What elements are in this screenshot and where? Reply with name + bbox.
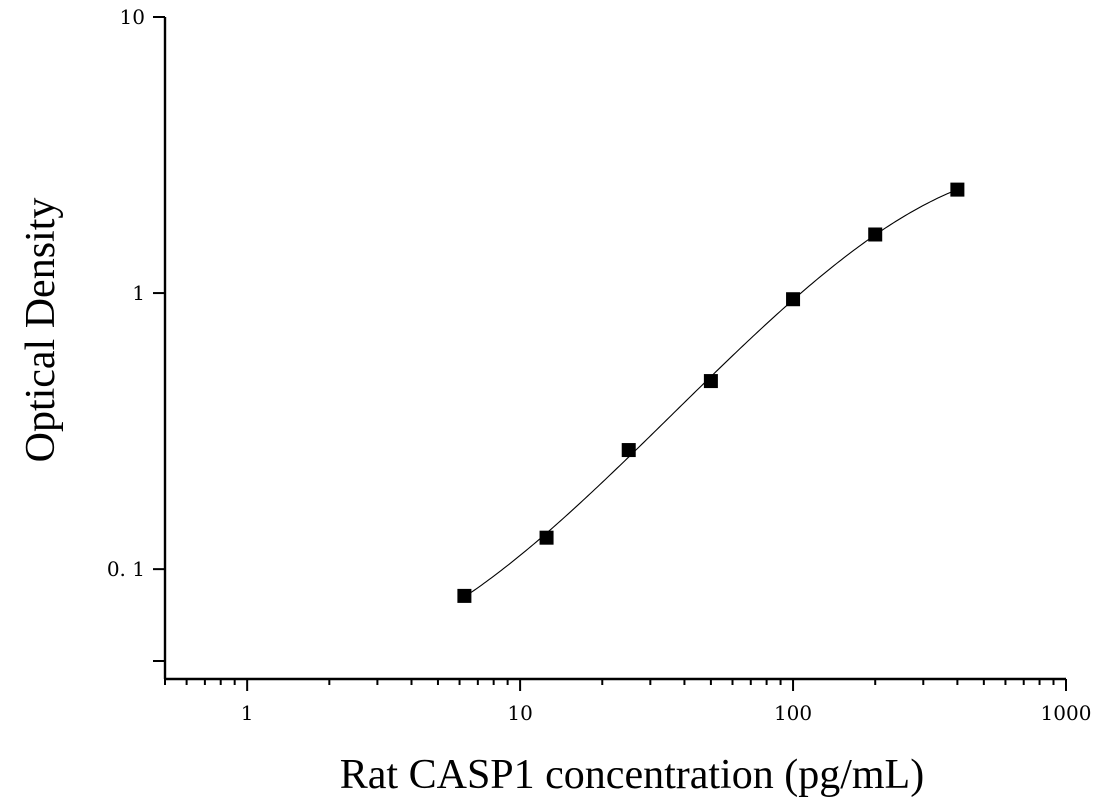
fit-curve	[464, 188, 958, 598]
data-point	[539, 530, 554, 545]
x-tick-label: 1000	[1041, 701, 1092, 725]
data-point	[457, 588, 472, 603]
y-tick-label: 10	[120, 5, 145, 29]
points-layer	[457, 182, 965, 603]
ticks-layer	[153, 16, 1067, 691]
data-point	[868, 227, 883, 242]
y-axis-title: Optical Density	[18, 198, 64, 463]
data-point	[621, 443, 636, 458]
data-point	[786, 292, 801, 307]
data-point	[703, 374, 718, 389]
x-axis-title: Rat CASP1 concentration (pg/mL)	[340, 752, 924, 798]
y-tick-label: 0. 1	[107, 557, 145, 581]
data-point	[950, 182, 965, 197]
tick-labels-layer: 1 10 100 1000 0. 1 1 10	[107, 5, 1092, 725]
y-tick-label: 1	[132, 281, 145, 305]
x-tick-label: 1	[241, 701, 254, 725]
x-tick-label: 100	[774, 701, 812, 725]
x-tick-label: 10	[507, 701, 532, 725]
